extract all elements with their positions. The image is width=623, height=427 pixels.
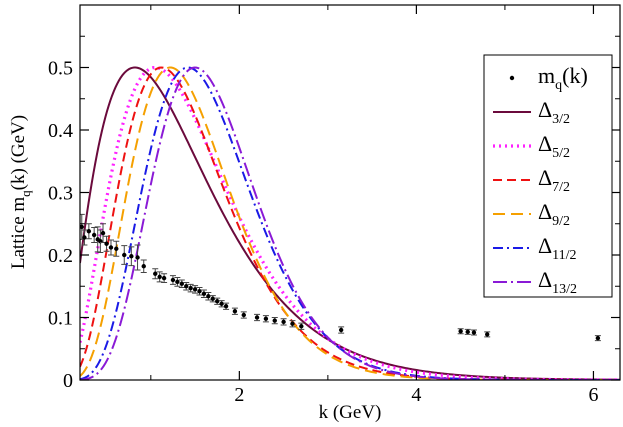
data-point [86,229,92,234]
x-axis-label: k (GeV) [319,402,382,423]
plot-frame [79,4,621,381]
legend-label-post: (k) [562,63,588,88]
legend-label-main: Δ [538,131,552,156]
data-point [108,245,114,250]
data-point [141,264,146,269]
legend-label-4: Δ11/2 [538,233,577,263]
data-point [458,329,463,334]
y-axis-label-pre: Lattice m [8,197,29,269]
data-point [184,284,189,289]
data-point [122,252,127,258]
y-axis-label-post: (k) (GeV) [8,115,29,190]
data-point [290,321,295,326]
data-point [197,289,202,294]
legend-label-1: Δ5/2 [538,131,570,161]
legend-label-main: Δ [538,97,552,122]
data-point [223,304,229,309]
x-tick-label: 6 [588,384,598,406]
series-line-1 [80,65,620,380]
data-point [281,319,286,325]
y-tick-label: 0.4 [48,120,73,142]
legend-label-sub: 9/2 [552,214,570,229]
legend-label-sub: 7/2 [552,180,570,195]
y-tick-label: 0.2 [48,245,73,267]
x-tick-label: 4 [411,384,421,406]
data-point [153,271,158,276]
legend-label-sub: q [555,78,562,93]
legend-label-2: Δ7/2 [538,165,570,195]
data-point [175,279,180,285]
data-point [170,277,176,283]
data-point [471,330,477,335]
legend-label-main: Δ [538,199,552,224]
data-point [215,299,220,304]
data-point [157,274,162,280]
y-axis-label-sub: q [18,190,33,197]
data-point [104,241,109,246]
data-point [135,255,140,260]
y-tick-label: 0.5 [48,58,73,80]
y-tick-label: 0.3 [48,183,73,205]
data-point [82,235,87,240]
legend-label-sub: 13/2 [552,282,577,297]
data-point [299,324,304,329]
data-point [219,301,224,306]
data-point [232,309,238,314]
data-point [338,327,344,333]
legend-box [483,54,613,298]
data-point [100,230,106,236]
data-point [206,294,211,299]
data-point [201,291,207,296]
y-tick-label: 0.1 [48,308,73,330]
data-point [485,332,490,337]
data-point [91,232,97,238]
data-point-layer [80,213,601,342]
data-point [263,316,269,321]
legend-label-main: m [538,63,555,88]
legend-marker-points [509,75,515,81]
data-point [80,224,84,230]
tick-layer: 2 4 6 0 0.1 0.2 0.3 0.4 0.5 [48,5,620,406]
y-tick-label: 0 [63,370,73,392]
data-point [595,335,601,341]
legend-label-main: Δ [538,233,552,258]
legend-label-5: Δ13/2 [538,267,577,297]
y-axis-label: Lattice mq(k) (GeV) [8,115,33,269]
data-point [161,275,167,281]
legend-label-0: Δ3/2 [538,97,570,127]
legend-label-points: mq(k) [538,63,588,93]
legend-label-3: Δ9/2 [538,199,570,229]
legend-label-main: Δ [538,165,552,190]
series-line-5 [80,66,620,380]
x-tick-label: 2 [234,384,244,406]
data-point [210,296,215,301]
data-point [114,246,119,251]
data-point [188,285,193,291]
data-point [254,315,260,320]
data-point [192,287,198,292]
legend-label-sub: 11/2 [552,248,576,263]
data-point [179,281,185,286]
legend-label-sub: 3/2 [552,112,570,127]
data-point [241,312,246,318]
legend-label-sub: 5/2 [552,146,570,161]
data-point [272,318,277,323]
data-point [129,254,134,259]
legend-label-main: Δ [538,267,552,292]
data-point [465,329,470,335]
